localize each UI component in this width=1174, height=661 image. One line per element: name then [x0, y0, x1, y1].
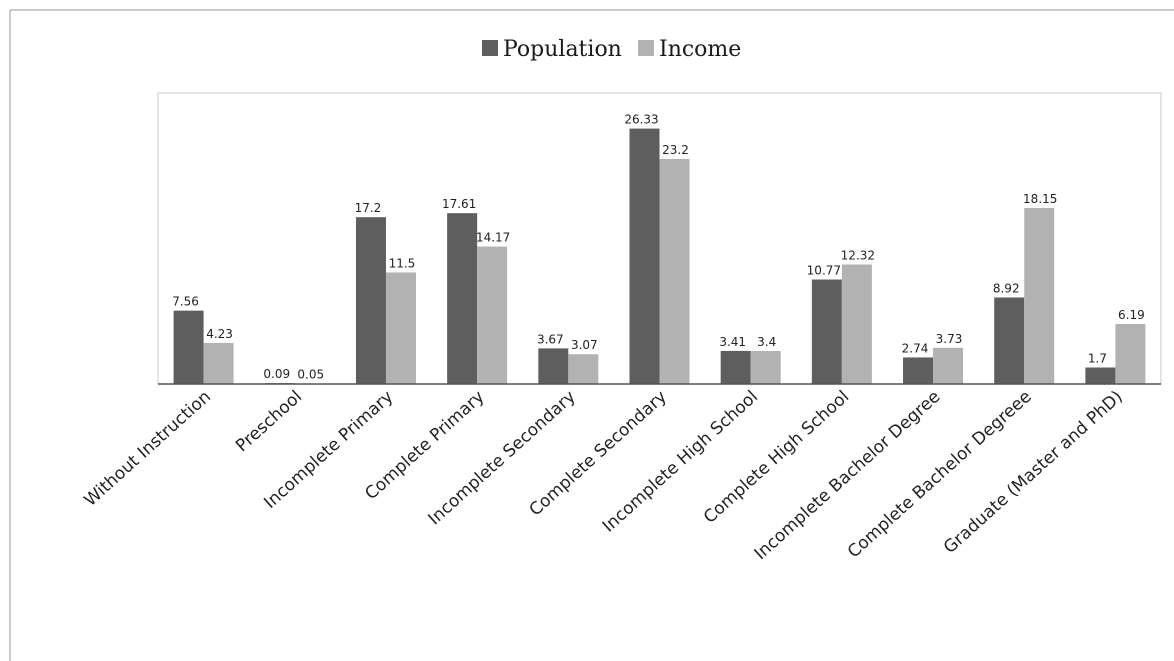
- legend: Population Income: [482, 37, 741, 62]
- x-tick-label-9: Complete Bachelor Degreee: [844, 387, 1036, 562]
- x-tick-label-7: Complete High School: [700, 387, 853, 528]
- bar-population-3: [447, 213, 477, 384]
- data-label-income-9: 18.15: [1023, 192, 1057, 206]
- x-tick-label-8: Incomplete Bachelor Degree: [751, 387, 945, 564]
- data-label-population-4: 3.67: [537, 332, 564, 346]
- bar-population-4: [538, 348, 568, 384]
- bar-income-7: [842, 264, 872, 384]
- bar-income-10: [1115, 324, 1145, 384]
- data-label-income-0: 4.23: [206, 327, 233, 341]
- bar-income-5: [660, 159, 690, 384]
- bar-population-8: [903, 357, 933, 384]
- x-tick-label-0: Without Instruction: [81, 387, 215, 511]
- bar-population-2: [356, 217, 386, 384]
- data-label-income-7: 12.32: [841, 248, 875, 262]
- data-label-population-8: 2.74: [902, 341, 929, 355]
- bar-population-0: [174, 311, 204, 384]
- legend-swatch-0: [482, 40, 498, 56]
- data-label-income-4: 3.07: [571, 338, 598, 352]
- x-tick-label-10: Graduate (Master and PhD): [940, 387, 1127, 558]
- bar-population-10: [1085, 368, 1115, 384]
- x-tick-label-6: Incomplete High School: [599, 387, 762, 537]
- data-label-income-8: 3.73: [936, 332, 963, 346]
- bar-population-7: [812, 280, 842, 384]
- bar-income-8: [933, 348, 963, 384]
- bar-income-6: [751, 351, 781, 384]
- bar-income-0: [204, 343, 234, 384]
- bar-income-2: [386, 272, 416, 384]
- legend-swatch-1: [638, 40, 654, 56]
- x-tick-label-4: Incomplete Secondary: [425, 387, 580, 529]
- data-label-population-2: 17.2: [355, 201, 382, 215]
- bars-group: [174, 129, 1146, 384]
- bar-population-6: [721, 351, 751, 384]
- data-label-population-10: 1.7: [1088, 352, 1107, 366]
- data-label-income-5: 23.2: [662, 143, 689, 157]
- bar-income-3: [477, 247, 507, 384]
- data-label-income-3: 14.17: [476, 231, 510, 245]
- data-label-population-9: 8.92: [993, 281, 1020, 295]
- legend-label-1: Income: [659, 37, 741, 62]
- data-label-income-2: 11.5: [389, 256, 416, 270]
- data-label-income-6: 3.4: [757, 335, 776, 349]
- data-label-population-1: 0.09: [263, 367, 290, 381]
- data-label-population-0: 7.56: [172, 295, 199, 309]
- data-label-income-10: 6.19: [1118, 308, 1145, 322]
- legend-label-0: Population: [503, 37, 622, 62]
- data-label-population-5: 26.33: [624, 113, 658, 127]
- data-label-income-1: 0.05: [297, 368, 324, 382]
- data-label-population-3: 17.61: [442, 197, 476, 211]
- x-tick-label-1: Preschool: [232, 387, 306, 456]
- data-label-population-6: 3.41: [719, 335, 746, 349]
- bar-population-9: [994, 297, 1024, 384]
- data-label-population-7: 10.77: [807, 264, 841, 278]
- bar-income-9: [1024, 208, 1054, 384]
- bar-population-5: [630, 129, 660, 384]
- bar-income-4: [568, 354, 598, 384]
